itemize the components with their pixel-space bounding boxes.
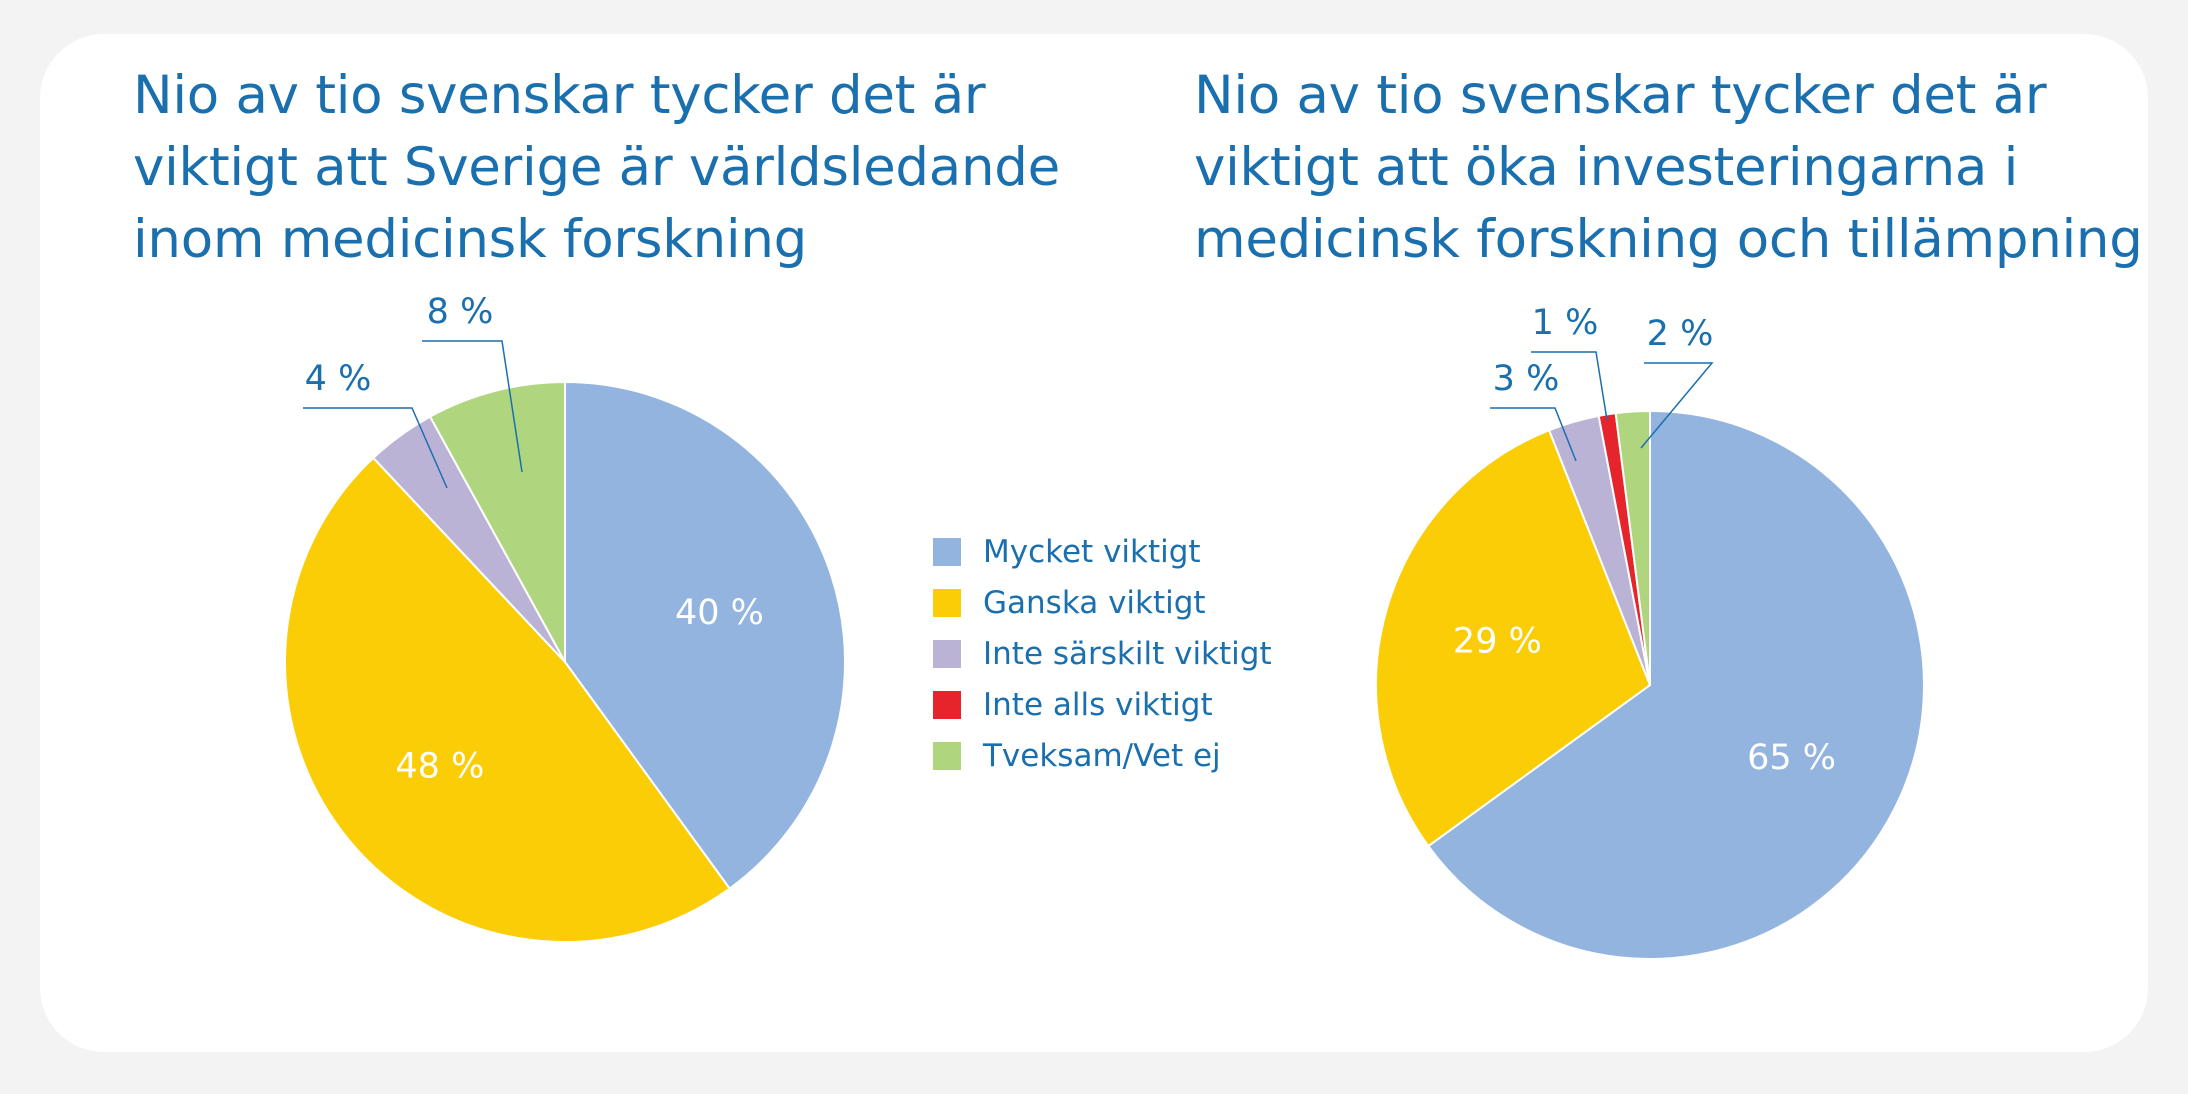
chart-title-left-line-1: Nio av tio svenskar tycker det är xyxy=(133,65,986,126)
pie-data-label: 1 % xyxy=(1532,303,1599,343)
legend-swatch xyxy=(933,588,961,617)
pie-slice-ganska-viktigt xyxy=(1375,428,1652,848)
legend: Mycket viktigt Ganska viktigt Inte särsk… xyxy=(933,526,1272,781)
leader-line xyxy=(303,407,448,489)
pie-data-label: 4 % xyxy=(305,359,372,399)
chart-title-left: Nio av tio svenskar tycker det är viktig… xyxy=(133,60,1060,276)
pie-slice-tveksam-vet-ej xyxy=(1614,409,1651,686)
pie-slice-mycket-viktigt xyxy=(564,380,846,890)
legend-swatch xyxy=(933,639,961,668)
legend-item: Tveksam/Vet ej xyxy=(933,730,1272,781)
legend-label: Tveksam/Vet ej xyxy=(983,737,1221,774)
pie-chart-right: 65 % 29 % 3 % 1 % 2 % xyxy=(1375,303,1925,960)
legend-label: Inte särskilt viktigt xyxy=(983,635,1272,672)
legend-swatch xyxy=(933,741,961,770)
legend-label: Inte alls viktigt xyxy=(983,686,1213,723)
legend-swatch xyxy=(933,690,961,719)
leader-line xyxy=(422,340,523,473)
pie-data-label: 40 % xyxy=(675,593,764,633)
pie-slice-mycket-viktigt xyxy=(1426,409,1925,960)
legend-item: Inte alls viktigt xyxy=(933,679,1272,730)
legend-item: Mycket viktigt xyxy=(933,526,1272,577)
pie-data-label: 3 % xyxy=(1493,359,1560,399)
leader-line xyxy=(1640,362,1714,449)
pie-data-label: 2 % xyxy=(1647,314,1714,354)
pie-chart-left: 40 % 48 % 4 % 8 % xyxy=(284,292,846,943)
pie-data-label: 48 % xyxy=(395,747,484,787)
pie-slice-tveksam-vet-ej xyxy=(428,380,566,663)
chart-title-right-line-3: medicinsk forskning och tillämpning xyxy=(1194,209,2143,270)
pie-data-label: 65 % xyxy=(1747,738,1836,778)
pie-data-label: 29 % xyxy=(1453,622,1542,662)
chart-title-right-line-1: Nio av tio svenskar tycker det är xyxy=(1194,65,2047,126)
chart-title-left-line-2: viktigt att Sverige är världsledande xyxy=(133,137,1060,198)
leader-line xyxy=(1531,351,1608,421)
legend-label: Mycket viktigt xyxy=(983,533,1201,570)
chart-title-right-line-2: viktigt att öka investeringarna i xyxy=(1194,137,2019,198)
legend-swatch xyxy=(933,537,961,566)
legend-item: Ganska viktigt xyxy=(933,577,1272,628)
leader-line xyxy=(1490,407,1577,462)
chart-title-left-line-3: inom medicinsk forskning xyxy=(133,209,807,270)
legend-label: Ganska viktigt xyxy=(983,584,1206,621)
pie-data-label: 8 % xyxy=(427,292,494,332)
pie-slice-ganska-viktigt xyxy=(284,456,731,943)
chart-title-right: Nio av tio svenskar tycker det är viktig… xyxy=(1194,60,2143,276)
legend-item: Inte särskilt viktigt xyxy=(933,628,1272,679)
